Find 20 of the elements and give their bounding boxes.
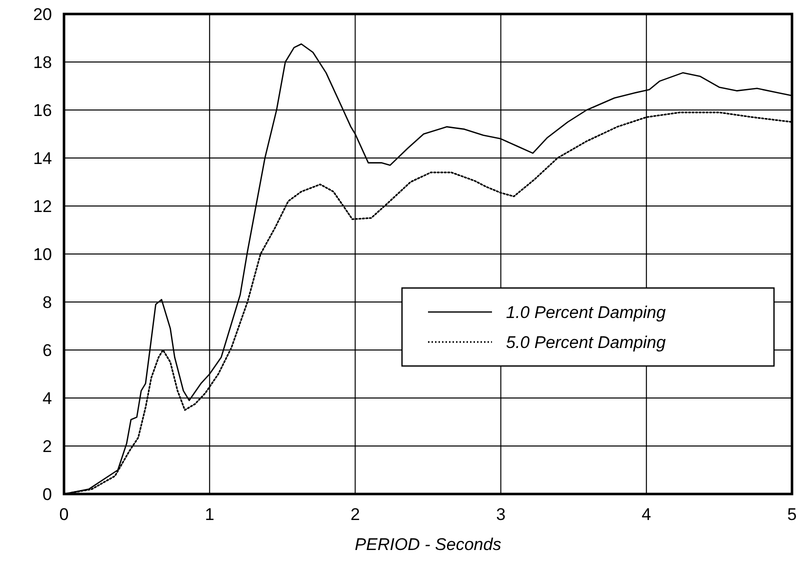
y-tick-label: 0: [42, 484, 52, 504]
x-tick-label: 1: [204, 505, 214, 524]
y-tick-label: 20: [33, 4, 52, 24]
x-tick-label: 0: [59, 505, 69, 524]
y-tick-label: 10: [33, 244, 52, 264]
y-tick-label: 12: [33, 196, 52, 216]
x-axis-title: PERIOD - Seconds: [354, 535, 502, 554]
y-tick-label: 2: [42, 436, 52, 456]
y-tick-label: 18: [33, 52, 52, 72]
x-tick-label: 3: [496, 505, 506, 524]
x-tick-label: 2: [350, 505, 360, 524]
x-tick-label: 5: [787, 505, 797, 524]
y-tick-label: 16: [33, 100, 52, 120]
x-tick-label: 4: [642, 505, 652, 524]
legend-label: 5.0 Percent Damping: [506, 332, 666, 352]
y-tick-label: 8: [42, 292, 52, 312]
y-tick-label: 14: [33, 148, 52, 168]
y-tick-label: 4: [42, 388, 52, 408]
y-tick-label: 6: [42, 340, 52, 360]
legend-label: 1.0 Percent Damping: [506, 302, 666, 322]
